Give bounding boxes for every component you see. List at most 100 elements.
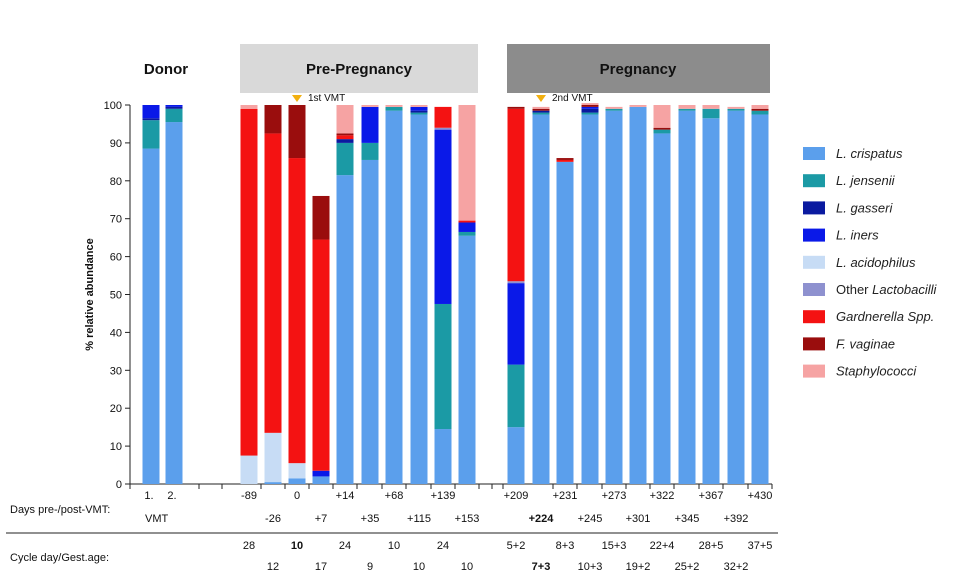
bar-segment-l-crispatus (727, 110, 745, 484)
legend-swatch (803, 255, 825, 269)
bar-segment-l-jensenii (142, 120, 160, 149)
bar-segment-l-iners (165, 105, 183, 107)
bar-segment-l-crispatus (751, 114, 769, 484)
bar-8 (361, 105, 379, 484)
bar-segment-other-lactobacilli (434, 127, 452, 130)
y-tick-label: 100 (104, 100, 122, 112)
bar-segment-l-iners (312, 470, 330, 477)
bar-segment-f-vaginae (312, 195, 330, 240)
bar-segment-l-crispatus (458, 235, 476, 484)
days-label: -89 (241, 490, 257, 502)
donor-vmt-label: VMT (145, 513, 169, 525)
bar-segment-l-crispatus (312, 476, 330, 484)
bar-segment-l-acidophilus (240, 455, 258, 484)
bar-segment-gardnerella-spp- (458, 220, 476, 223)
y-tick-label: 60 (110, 252, 122, 264)
cycle-label: 10+3 (578, 561, 603, 573)
bar-segment-l-jensenii (727, 108, 745, 111)
bar-segment-f-vaginae (751, 108, 769, 111)
bar-segment-l-crispatus (653, 133, 671, 485)
bar-segment-l-crispatus (629, 106, 647, 485)
bar-segment-l-gasseri (165, 106, 183, 109)
cycle-label: 19+2 (626, 561, 651, 573)
group-header-2: Pregnancy (600, 61, 677, 78)
bar-13 (507, 106, 525, 484)
bar-segment-l-crispatus (434, 429, 452, 484)
legend-swatch (803, 201, 825, 215)
bar-segment-l-crispatus (288, 478, 306, 484)
bar-segment-l-crispatus (678, 110, 696, 484)
days-label: +209 (504, 490, 529, 502)
bar-2 (165, 105, 183, 485)
days-label: +430 (748, 490, 773, 502)
bar-segment-gardnerella-spp- (240, 108, 258, 456)
group-header-1: Pre-Pregnancy (306, 61, 413, 78)
vmt-marker-label: 1st VMT (308, 93, 345, 104)
bar-segment-f-vaginae (264, 105, 282, 134)
cycle-label: 8+3 (556, 540, 575, 552)
bar-segment-l-gasseri (336, 139, 354, 143)
bar-segment-l-jensenii (458, 231, 476, 236)
group-header-box-2 (507, 44, 770, 93)
legend-label: Gardnerella Spp. (836, 309, 934, 324)
legend-label: F. vaginae (836, 336, 895, 351)
vmt-marker-label: 2nd VMT (552, 93, 593, 104)
bar-segment-l-crispatus (702, 118, 720, 484)
bar-segment-f-vaginae (288, 105, 306, 159)
bar-segment-l-crispatus (361, 159, 379, 484)
y-tick-label: 10 (110, 441, 122, 453)
bar-segment-other-lactobacilli (507, 281, 525, 284)
bar-segment-staphylococci (581, 103, 599, 105)
bar-segment-gardnerella-spp- (264, 133, 282, 433)
cycle-label: 9 (367, 561, 373, 573)
y-tick-label: 0 (116, 479, 122, 491)
y-tick-label: 20 (110, 403, 122, 415)
bar-segment-gardnerella-spp- (288, 158, 306, 464)
cycle-label: 17 (315, 561, 327, 573)
bar-segment-l-gasseri (581, 108, 599, 113)
bar-segment-l-acidophilus (288, 463, 306, 479)
legend-swatch (803, 310, 825, 324)
bar-7 (336, 105, 354, 485)
y-tick-label: 50 (110, 290, 122, 302)
bar-segment-l-crispatus (532, 114, 550, 484)
bar-segment-l-jensenii (507, 364, 525, 428)
cycle-label: 22+4 (650, 540, 675, 552)
bar-segment-staphylococci (605, 106, 623, 109)
bar-segment-l-crispatus (556, 161, 574, 484)
days-label: +301 (626, 513, 651, 525)
bar-segment-l-jensenii (385, 106, 403, 111)
bar-segment-l-iners (458, 222, 476, 232)
bar-segment-gardnerella-spp- (434, 106, 452, 128)
bar-segment-l-crispatus (336, 175, 354, 485)
days-label: +392 (724, 513, 749, 525)
bar-segment-staphylococci (385, 105, 403, 107)
cycle-label: 24 (437, 540, 449, 552)
bar-14 (532, 106, 550, 484)
bar-6 (312, 195, 330, 484)
bar-segment-f-vaginae (532, 108, 550, 111)
bar-segment-l-iners (434, 129, 452, 304)
bar-segment-f-vaginae (556, 158, 574, 160)
days-label: +139 (431, 490, 456, 502)
legend-label: L. crispatus (836, 146, 903, 161)
bar-segment-l-crispatus (142, 148, 160, 484)
bar-segment-l-crispatus (410, 114, 428, 484)
legend-swatch (803, 364, 825, 378)
bar-segment-f-vaginae (653, 127, 671, 130)
bar-segment-l-jensenii (581, 112, 599, 115)
days-label: +367 (699, 490, 724, 502)
bar-segment-l-crispatus (605, 110, 623, 484)
legend-label: L. jensenii (836, 173, 896, 188)
days-label: +345 (675, 513, 700, 525)
y-tick-label: 40 (110, 327, 122, 339)
bar-segment-staphylococci (629, 105, 647, 107)
days-label: +245 (578, 513, 603, 525)
days-label: +322 (650, 490, 675, 502)
bar-19 (653, 105, 671, 485)
bar-3 (240, 105, 258, 484)
bar-17 (605, 106, 623, 484)
bar-22 (727, 106, 745, 484)
cycle-label: 24 (339, 540, 351, 552)
bar-segment-l-jensenii (410, 112, 428, 115)
